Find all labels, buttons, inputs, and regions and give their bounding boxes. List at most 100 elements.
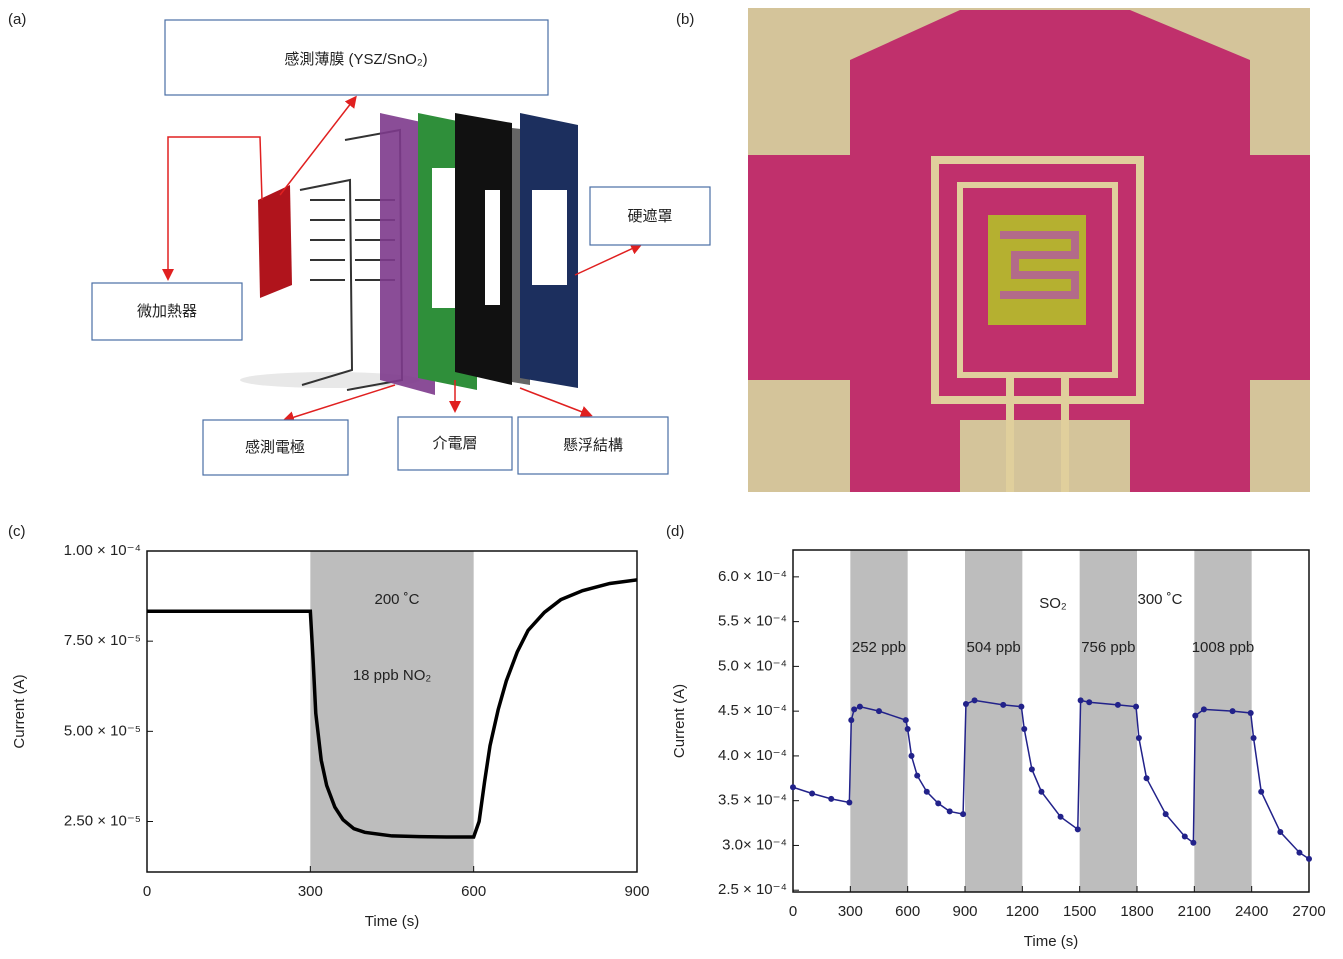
micrograph (748, 8, 1310, 492)
x-tick-label: 600 (895, 903, 920, 920)
x-tick-label: 2400 (1235, 903, 1268, 920)
panel-label: (c) (8, 523, 26, 540)
data-point (914, 772, 921, 779)
data-line (147, 578, 638, 839)
annotation: SO₂ (1039, 595, 1067, 612)
diagram-label: 感測薄膜 (YSZ/SnO₂) (284, 51, 427, 68)
data-point (1038, 788, 1045, 795)
x-tick-label: 1500 (1063, 903, 1096, 920)
shaded-band (850, 550, 908, 892)
diagram-label: 感測電極 (245, 439, 305, 456)
data-point (1021, 726, 1028, 733)
data-point (851, 706, 858, 713)
x-tick-label: 0 (789, 903, 797, 920)
data-point (971, 697, 978, 704)
x-tick-label: 2700 (1292, 903, 1325, 920)
x-axis-title: Time (s) (365, 913, 419, 930)
y-tick-label: 1.00 × 10⁻⁴ (64, 542, 141, 559)
data-point (809, 790, 816, 797)
diagram-label: 介電層 (432, 435, 477, 452)
panel-label: (d) (666, 523, 684, 540)
diagram-label: 硬遮罩 (627, 208, 672, 225)
band-label: 252 ppb (852, 639, 906, 656)
x-tick-label: 900 (952, 903, 977, 920)
x-tick-label: 2100 (1178, 903, 1211, 920)
x-tick-label: 600 (461, 883, 486, 900)
y-tick-label: 3.0× 10⁻⁴ (722, 836, 787, 853)
y-tick-label: 5.0 × 10⁻⁴ (718, 657, 787, 674)
shaded-band (965, 550, 1023, 892)
data-point (846, 799, 853, 806)
data-point (1306, 855, 1312, 862)
y-tick-label: 3.5 × 10⁻⁴ (718, 792, 787, 809)
x-tick-label: 300 (298, 883, 323, 900)
data-point (828, 795, 835, 802)
data-point (1086, 699, 1093, 706)
data-point (1028, 766, 1035, 773)
data-point (876, 708, 882, 715)
annotation: 300 ˚C (1137, 591, 1182, 608)
annotation: 200 ˚C (374, 591, 419, 608)
data-point (1296, 849, 1303, 856)
band-label: 504 ppb (967, 639, 1021, 656)
x-tick-label: 900 (624, 883, 649, 900)
data-point (790, 784, 796, 791)
y-tick-label: 2.50 × 10⁻⁵ (64, 812, 141, 829)
shaded-band (310, 551, 474, 872)
data-point (1200, 706, 1207, 713)
data-point (904, 726, 911, 733)
data-point (960, 811, 967, 818)
shaded-band (1079, 550, 1137, 892)
x-tick-label: 1800 (1120, 903, 1153, 920)
data-point (1133, 703, 1140, 710)
band-label: 756 ppb (1081, 639, 1135, 656)
x-tick-label: 1200 (1006, 903, 1039, 920)
data-point (962, 700, 969, 707)
data-point (1192, 712, 1199, 719)
y-tick-label: 4.0 × 10⁻⁴ (718, 747, 787, 764)
device-diagram: 感測薄膜 (YSZ/SnO₂) 硬遮罩 微加熱器 感測電極 介電層 懸浮結構 (91, 19, 711, 476)
band-label: 1008 ppb (1192, 639, 1255, 656)
panel-label: (a) (8, 11, 26, 28)
panel-label: (b) (676, 11, 694, 28)
data-point (1162, 811, 1169, 818)
y-tick-label: 5.5 × 10⁻⁴ (718, 613, 787, 630)
y-tick-label: 2.5 × 10⁻⁴ (718, 881, 787, 898)
data-point (1190, 839, 1197, 846)
x-tick-label: 300 (838, 903, 863, 920)
band-label: 18 ppb NO₂ (353, 667, 432, 684)
data-point (1181, 833, 1188, 840)
data-point (1000, 701, 1007, 708)
data-point (1057, 813, 1064, 820)
data-point (1018, 703, 1025, 710)
data-point (1247, 709, 1254, 716)
y-axis-title: Current (A) (671, 684, 688, 758)
data-point (1258, 788, 1265, 795)
data-point (902, 717, 909, 724)
data-point (1135, 735, 1142, 742)
data-point (1250, 735, 1257, 742)
diagram-label: 懸浮結構 (563, 437, 623, 454)
data-point (1277, 829, 1284, 836)
data-point (935, 800, 942, 807)
y-tick-label: 5.00 × 10⁻⁵ (64, 722, 141, 739)
y-tick-label: 6.0 × 10⁻⁴ (718, 568, 787, 585)
data-point (908, 752, 915, 759)
data-point (1143, 775, 1150, 782)
diagram-label: 微加熱器 (137, 303, 197, 320)
data-point (848, 717, 855, 724)
y-tick-label: 7.50 × 10⁻⁵ (64, 632, 141, 649)
plot-frame (792, 549, 1310, 893)
data-point (923, 788, 930, 795)
data-point (946, 808, 953, 815)
plot-frame (146, 550, 638, 873)
data-point (1114, 701, 1121, 708)
x-tick-label: 0 (143, 883, 151, 900)
data-point (1074, 826, 1081, 833)
x-axis-title: Time (s) (1024, 933, 1078, 950)
data-point (856, 703, 863, 710)
y-tick-label: 4.5 × 10⁻⁴ (718, 702, 787, 719)
data-point (1077, 697, 1084, 704)
